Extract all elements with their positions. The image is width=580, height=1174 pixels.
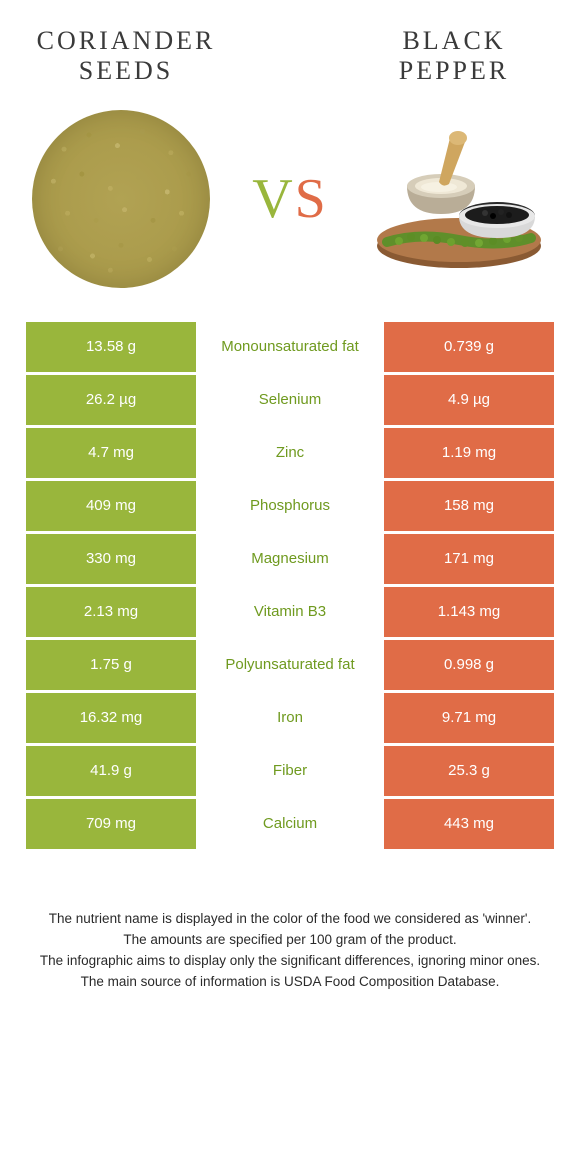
right-value: 158 mg xyxy=(384,481,554,531)
nutrient-name: Polyunsaturated fat xyxy=(196,640,384,690)
nutrient-name: Vitamin B3 xyxy=(196,587,384,637)
left-food-title: Coriander seeds xyxy=(26,26,226,86)
right-food-title: Black pepper xyxy=(354,26,554,86)
table-row: 41.9 gFiber25.3 g xyxy=(26,746,554,796)
table-row: 2.13 mgVitamin B31.143 mg xyxy=(26,587,554,637)
right-value: 1.19 mg xyxy=(384,428,554,478)
nutrient-name: Zinc xyxy=(196,428,384,478)
footer-line: The main source of information is USDA F… xyxy=(32,972,548,993)
left-value: 709 mg xyxy=(26,799,196,849)
nutrient-name: Monounsaturated fat xyxy=(196,322,384,372)
left-value: 4.7 mg xyxy=(26,428,196,478)
nutrient-name: Fiber xyxy=(196,746,384,796)
infographic-container: Coriander seeds Black pepper VS xyxy=(0,0,580,1028)
table-row: 13.58 gMonounsaturated fat0.739 g xyxy=(26,322,554,372)
left-value: 330 mg xyxy=(26,534,196,584)
left-value: 1.75 g xyxy=(26,640,196,690)
vs-label: VS xyxy=(252,167,328,231)
right-value: 0.998 g xyxy=(384,640,554,690)
footer-notes: The nutrient name is displayed in the co… xyxy=(26,909,554,993)
table-row: 330 mgMagnesium171 mg xyxy=(26,534,554,584)
left-value: 13.58 g xyxy=(26,322,196,372)
right-value: 4.9 µg xyxy=(384,375,554,425)
right-value: 171 mg xyxy=(384,534,554,584)
left-food-image xyxy=(26,104,216,294)
left-value: 26.2 µg xyxy=(26,375,196,425)
table-row: 1.75 gPolyunsaturated fat0.998 g xyxy=(26,640,554,690)
nutrient-name: Phosphorus xyxy=(196,481,384,531)
nutrient-name: Calcium xyxy=(196,799,384,849)
black-pepper-icon xyxy=(369,114,549,284)
header: Coriander seeds Black pepper xyxy=(26,26,554,86)
right-value: 443 mg xyxy=(384,799,554,849)
right-food-image xyxy=(364,104,554,294)
left-value: 16.32 mg xyxy=(26,693,196,743)
table-row: 16.32 mgIron9.71 mg xyxy=(26,693,554,743)
nutrient-table: 13.58 gMonounsaturated fat0.739 g26.2 µg… xyxy=(26,322,554,849)
table-row: 709 mgCalcium443 mg xyxy=(26,799,554,849)
images-row: VS xyxy=(26,104,554,294)
footer-line: The nutrient name is displayed in the co… xyxy=(32,909,548,930)
left-value: 2.13 mg xyxy=(26,587,196,637)
table-row: 4.7 mgZinc1.19 mg xyxy=(26,428,554,478)
right-value: 1.143 mg xyxy=(384,587,554,637)
nutrient-name: Iron xyxy=(196,693,384,743)
footer-line: The infographic aims to display only the… xyxy=(32,951,548,972)
left-value: 41.9 g xyxy=(26,746,196,796)
right-value: 25.3 g xyxy=(384,746,554,796)
coriander-seeds-icon xyxy=(32,110,210,288)
right-value: 9.71 mg xyxy=(384,693,554,743)
footer-line: The amounts are specified per 100 gram o… xyxy=(32,930,548,951)
table-row: 409 mgPhosphorus158 mg xyxy=(26,481,554,531)
left-value: 409 mg xyxy=(26,481,196,531)
nutrient-name: Selenium xyxy=(196,375,384,425)
nutrient-name: Magnesium xyxy=(196,534,384,584)
right-value: 0.739 g xyxy=(384,322,554,372)
table-row: 26.2 µgSelenium4.9 µg xyxy=(26,375,554,425)
